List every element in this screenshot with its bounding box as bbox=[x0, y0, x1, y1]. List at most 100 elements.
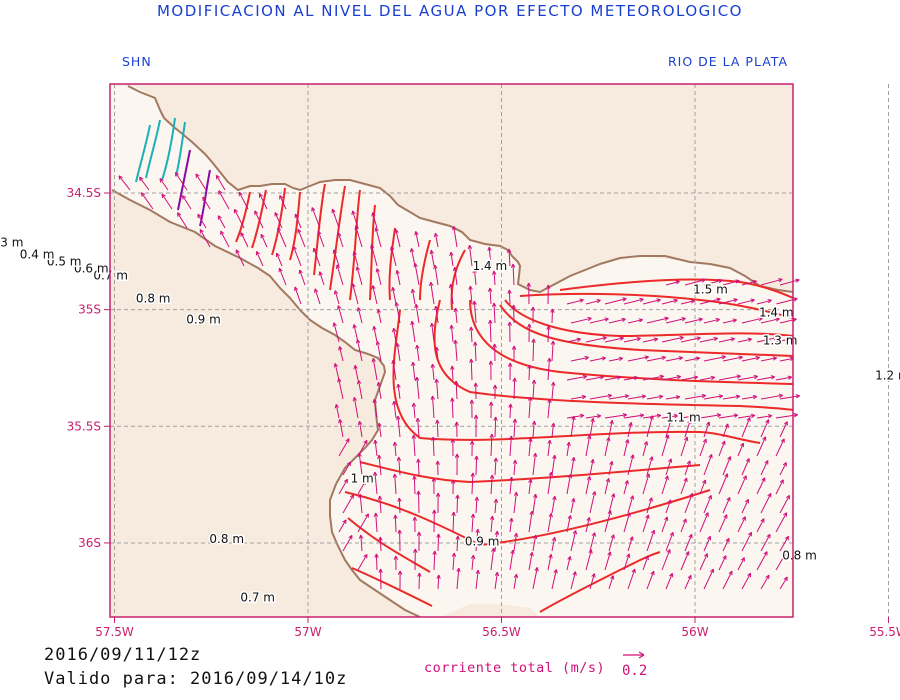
current-vector bbox=[623, 553, 630, 571]
current-vector bbox=[411, 289, 416, 305]
current-vector bbox=[451, 365, 454, 381]
current-vector bbox=[703, 421, 710, 438]
current-vector-head bbox=[645, 514, 650, 519]
current-vector-head bbox=[512, 377, 517, 382]
current-vector-head bbox=[728, 570, 733, 576]
current-vector bbox=[370, 244, 378, 267]
current-vector-head bbox=[529, 552, 534, 557]
current-vector bbox=[661, 376, 681, 381]
current-vector bbox=[493, 270, 496, 286]
current-vector-head bbox=[494, 571, 500, 577]
current-vector bbox=[589, 394, 612, 400]
current-vector-head bbox=[509, 476, 514, 482]
current-vector-head bbox=[736, 374, 741, 379]
current-vector bbox=[604, 414, 627, 419]
current-vector-head bbox=[576, 337, 582, 342]
current-vector-head bbox=[783, 576, 788, 582]
current-vector bbox=[475, 496, 478, 514]
current-vector bbox=[256, 251, 264, 267]
current-vector bbox=[418, 572, 420, 590]
current-vector bbox=[374, 472, 378, 495]
current-vector-head bbox=[292, 246, 297, 251]
current-vector bbox=[756, 436, 767, 457]
current-vector-head bbox=[690, 414, 696, 419]
current-vector-head bbox=[732, 318, 737, 323]
current-vector-head bbox=[742, 475, 747, 480]
current-vector-head bbox=[391, 287, 396, 292]
current-vector-head bbox=[681, 317, 686, 322]
current-vector bbox=[359, 421, 363, 438]
current-vector-head bbox=[590, 459, 595, 464]
current-vector bbox=[490, 516, 493, 533]
current-vector-head bbox=[429, 322, 435, 328]
current-vector bbox=[623, 337, 641, 343]
current-vector-head bbox=[527, 364, 532, 369]
current-vector-head bbox=[493, 498, 499, 503]
current-vector bbox=[623, 414, 644, 419]
current-vector bbox=[432, 436, 435, 457]
contour-line bbox=[469, 299, 794, 385]
current-vector-head bbox=[475, 569, 480, 575]
contour-label: 0.5 m bbox=[47, 254, 82, 268]
current-vector-head bbox=[744, 499, 749, 504]
current-vector-head bbox=[724, 473, 729, 478]
current-vector-head bbox=[395, 342, 400, 348]
current-vector bbox=[646, 395, 663, 400]
current-vector-head bbox=[374, 227, 379, 232]
current-vector-head bbox=[762, 436, 767, 441]
current-vector bbox=[455, 308, 458, 324]
current-vector-head bbox=[358, 493, 363, 499]
current-vector bbox=[703, 395, 723, 400]
current-vector bbox=[397, 384, 401, 400]
current-vector bbox=[775, 337, 795, 343]
current-vector bbox=[756, 518, 765, 533]
current-vector bbox=[218, 190, 230, 210]
current-vector-head bbox=[357, 420, 363, 426]
current-vector-head bbox=[625, 439, 630, 444]
current-vector bbox=[353, 251, 359, 267]
current-vector-head bbox=[118, 175, 123, 180]
current-vector-head bbox=[629, 495, 635, 500]
current-vector bbox=[642, 299, 661, 305]
current-vector-head bbox=[629, 536, 634, 541]
current-vector-head bbox=[567, 515, 572, 520]
current-vector-head bbox=[724, 423, 729, 428]
current-vector-head bbox=[782, 553, 787, 558]
current-vector-head bbox=[372, 398, 377, 404]
current-vector-head bbox=[733, 298, 738, 303]
current-vector-head bbox=[534, 567, 539, 572]
current-vector-head bbox=[668, 458, 673, 463]
current-vector bbox=[718, 375, 741, 381]
current-vector bbox=[430, 250, 435, 267]
current-vector-head bbox=[725, 537, 730, 543]
current-vector-head bbox=[488, 319, 493, 324]
current-vector bbox=[665, 317, 686, 324]
current-vector-head bbox=[684, 436, 689, 442]
current-vector bbox=[775, 553, 787, 571]
current-vector-head bbox=[429, 281, 434, 287]
current-vector bbox=[353, 397, 359, 419]
current-vector-head bbox=[687, 574, 692, 580]
current-vector-head bbox=[702, 438, 707, 444]
current-vector-head bbox=[342, 519, 347, 524]
current-vector-head bbox=[706, 421, 711, 426]
current-vector bbox=[379, 536, 382, 552]
current-vector-head bbox=[377, 495, 383, 500]
current-vector bbox=[418, 490, 420, 514]
current-vector bbox=[779, 462, 787, 476]
current-vector bbox=[570, 457, 575, 476]
current-vector bbox=[760, 574, 770, 590]
current-vector bbox=[703, 279, 723, 286]
contour-line bbox=[175, 121, 186, 177]
current-vector-head bbox=[182, 195, 187, 200]
current-vector-head bbox=[491, 302, 497, 307]
current-vector-head bbox=[373, 512, 379, 517]
current-vector bbox=[475, 570, 479, 590]
contour-line bbox=[145, 119, 161, 179]
current-vector bbox=[293, 246, 302, 267]
current-vector bbox=[455, 380, 458, 400]
current-vector bbox=[756, 477, 766, 495]
current-vector bbox=[375, 227, 382, 248]
current-vector-head bbox=[469, 358, 474, 363]
current-vector-head bbox=[722, 555, 727, 560]
